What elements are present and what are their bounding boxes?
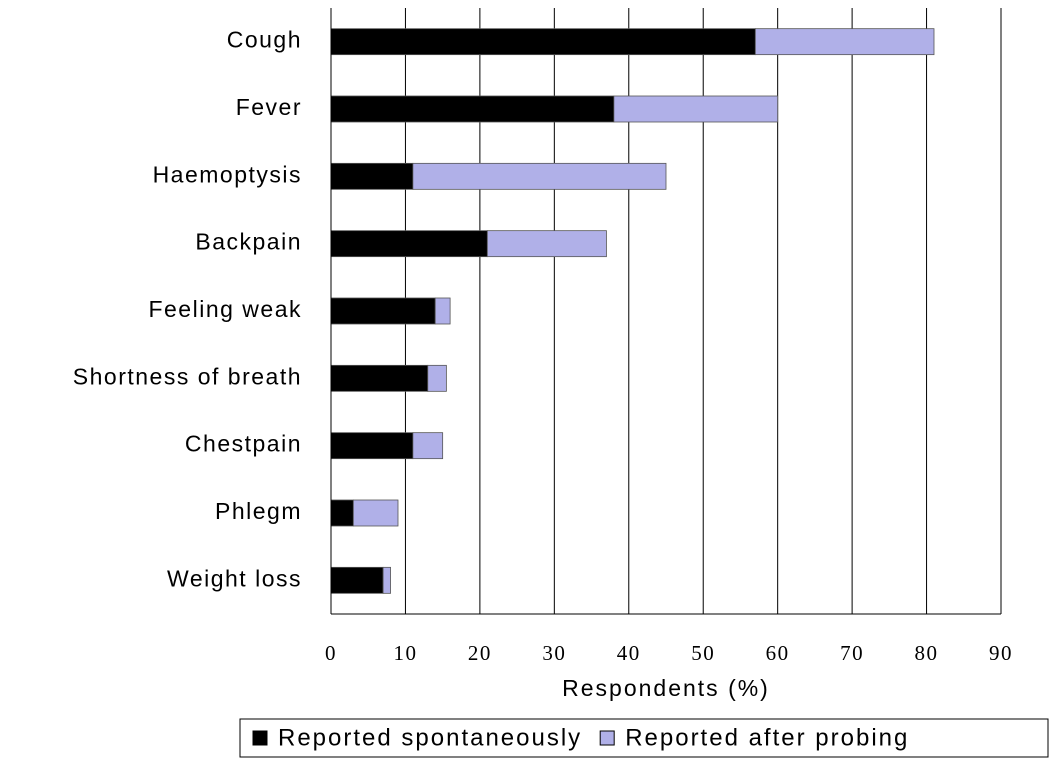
x-axis-label: Respondents (%)	[562, 675, 770, 701]
bar-segment	[382, 566, 391, 594]
bar-segment	[330, 95, 615, 123]
bar-segment	[486, 230, 607, 258]
y-tick-label: Phlegm	[215, 498, 302, 524]
x-tick-label: 40	[617, 641, 641, 665]
bar-segment	[330, 28, 756, 56]
bar-segment	[330, 297, 436, 325]
bar-segment	[330, 162, 414, 190]
x-tick-label: 70	[840, 641, 864, 665]
x-tick-label: 10	[393, 641, 417, 665]
bar-segment	[412, 432, 444, 460]
x-tick-label: 80	[915, 641, 939, 665]
y-tick-label: Fever	[236, 94, 302, 120]
y-tick-label: Shortness of breath	[73, 363, 302, 389]
legend-box	[239, 718, 1049, 758]
y-tick-label: Chestpain	[185, 431, 302, 457]
x-tick-label: 0	[325, 641, 337, 665]
y-tick-label: Feeling weak	[148, 296, 302, 322]
x-tick-label: 50	[691, 641, 715, 665]
y-tick-label: Haemoptysis	[153, 161, 302, 187]
bar-segment	[330, 364, 429, 392]
bar-segment	[427, 364, 447, 392]
x-tick-label: 30	[542, 641, 566, 665]
x-tick-label: 90	[989, 641, 1013, 665]
legend-swatch	[252, 730, 268, 746]
bar-segment	[330, 566, 384, 594]
y-tick-label: Weight loss	[167, 565, 302, 591]
legend-label: Reported after probing	[625, 724, 909, 751]
bar-segment	[754, 28, 935, 56]
x-tick-label: 20	[468, 641, 492, 665]
y-tick-label: Cough	[227, 27, 302, 53]
bar-segment	[330, 432, 414, 460]
legend-label: Reported spontaneously	[278, 724, 582, 751]
bar-segment	[412, 162, 667, 190]
bar-segment	[330, 499, 354, 527]
y-tick-label: Backpain	[195, 229, 302, 255]
bar-segment	[330, 230, 488, 258]
bar-segment	[434, 297, 451, 325]
x-tick-label: 60	[766, 641, 790, 665]
legend-swatch	[599, 730, 615, 746]
bar-segment	[613, 95, 779, 123]
bar-segment	[352, 499, 399, 527]
